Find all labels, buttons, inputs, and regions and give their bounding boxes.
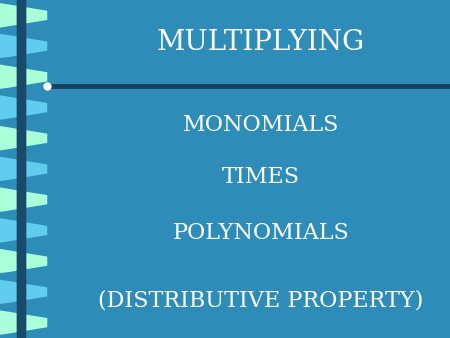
Polygon shape	[0, 126, 47, 150]
Text: TIMES: TIMES	[222, 166, 300, 189]
Bar	[0, 243, 47, 246]
Polygon shape	[0, 310, 47, 335]
Bar	[0, 89, 47, 92]
Polygon shape	[0, 65, 47, 89]
Bar	[0, 181, 47, 184]
Polygon shape	[0, 249, 47, 273]
Text: MONOMIALS: MONOMIALS	[183, 114, 339, 136]
Bar	[17, 0, 25, 338]
Bar	[0, 335, 47, 338]
Bar	[0, 304, 47, 307]
Polygon shape	[0, 280, 47, 304]
Polygon shape	[0, 157, 47, 181]
Bar	[17, 0, 25, 338]
Bar	[0, 58, 47, 62]
Bar	[0, 28, 47, 31]
Polygon shape	[0, 3, 47, 28]
Text: MULTIPLYING: MULTIPLYING	[157, 29, 365, 56]
Polygon shape	[0, 34, 47, 58]
Bar	[0, 150, 47, 154]
Text: POLYNOMIALS: POLYNOMIALS	[173, 222, 349, 244]
Polygon shape	[0, 218, 47, 243]
Bar	[0, 120, 47, 123]
Text: (DISTRIBUTIVE PROPERTY): (DISTRIBUTIVE PROPERTY)	[98, 290, 424, 312]
Polygon shape	[0, 188, 47, 212]
Polygon shape	[0, 95, 47, 120]
Bar	[0, 273, 47, 276]
Bar	[0, 212, 47, 215]
